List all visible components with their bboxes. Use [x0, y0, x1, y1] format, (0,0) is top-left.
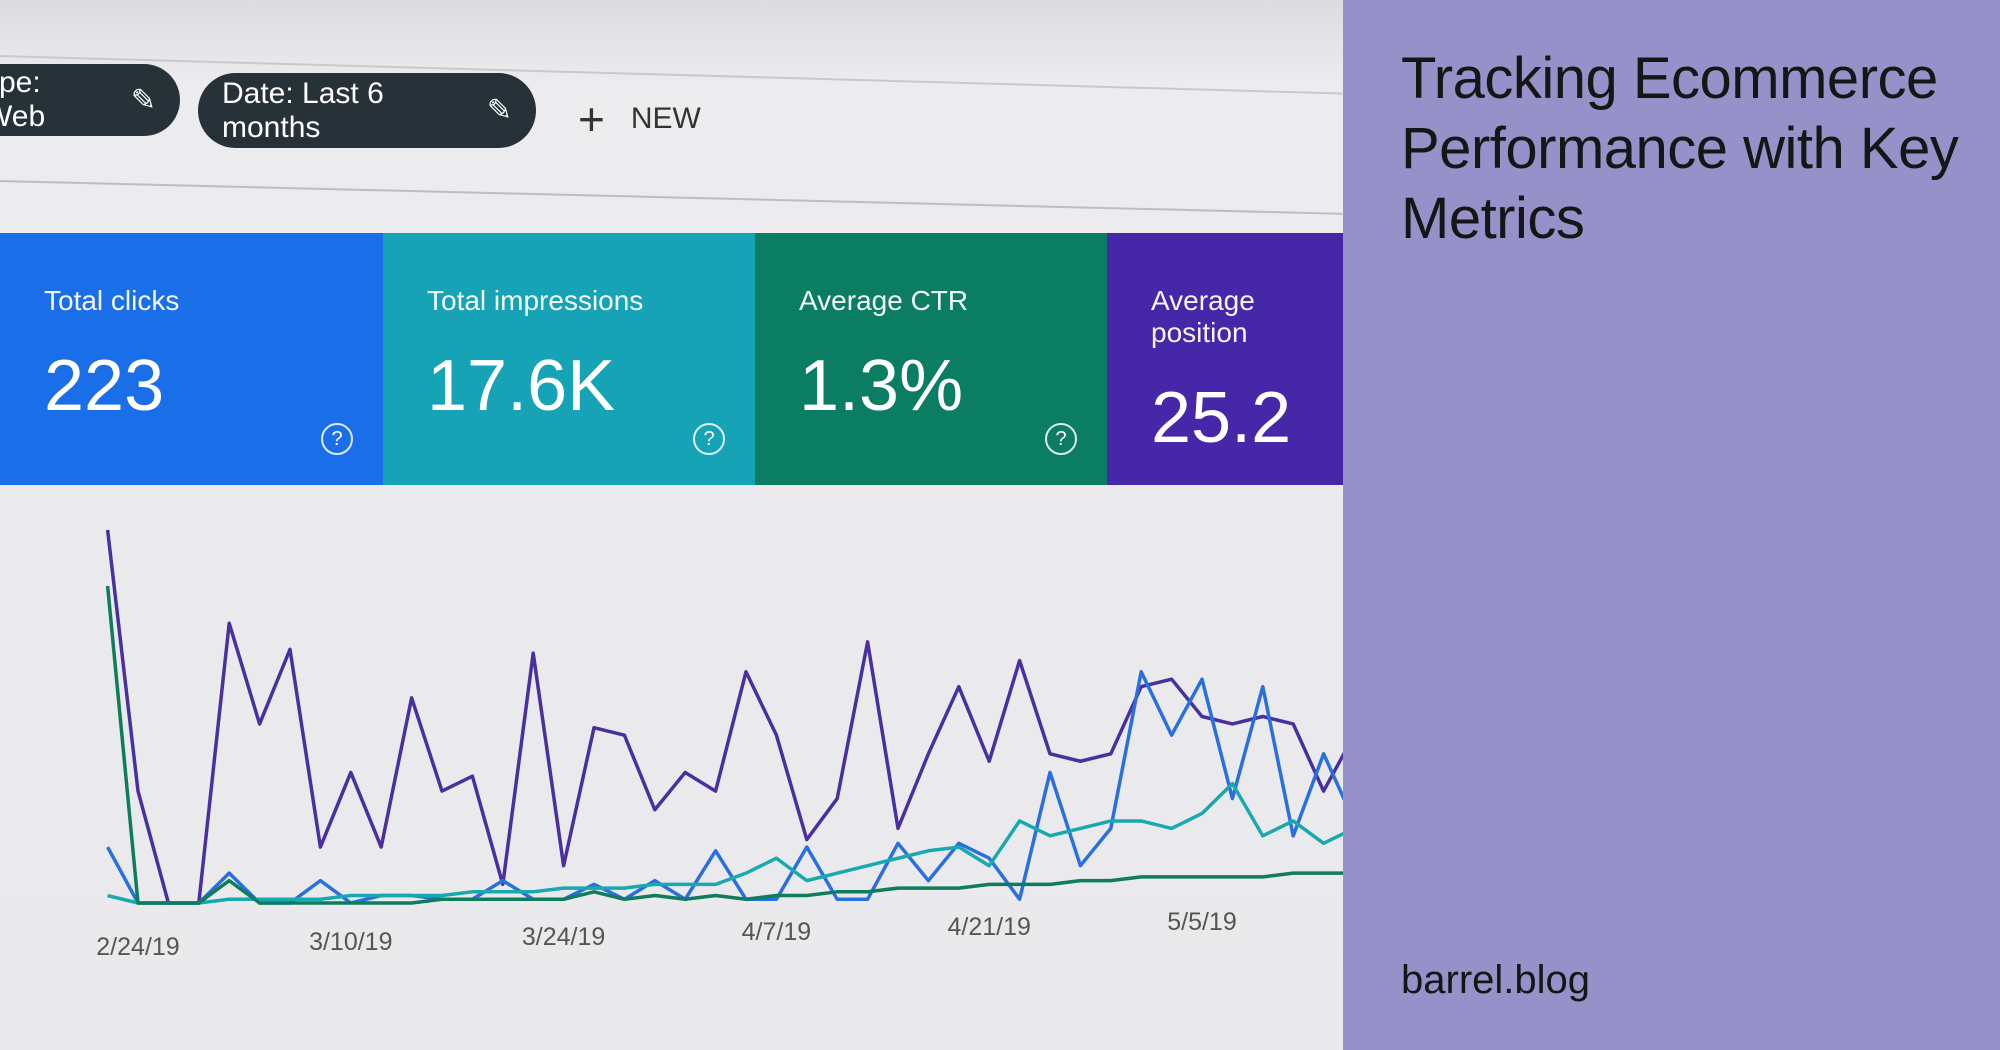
x-tick-label: 2/24/19 [96, 933, 179, 961]
help-icon[interactable]: ? [693, 423, 725, 455]
plus-icon: + [578, 93, 605, 145]
metric-label: Total clicks [44, 285, 180, 316]
metric-label: Average CTR [799, 285, 969, 316]
metric-label: Total impressions [427, 285, 644, 316]
article-title: Tracking Ecommerce Performance with Key … [1401, 46, 1959, 251]
series-line-1 [106, 669, 1343, 905]
series-line-2 [107, 781, 1343, 905]
new-filter-button[interactable]: + NEW [578, 96, 701, 142]
x-tick-label: 3/10/19 [309, 928, 392, 956]
metric-value: 17.6K [427, 346, 616, 426]
title-panel: Tracking Ecommerce Performance with Key … [1343, 0, 2000, 1050]
performance-line-chart: 2/24/19 3/10/19 3/24/19 4/7/19 4/21/19 5/5/19 [96, 529, 1343, 961]
pencil-icon[interactable]: ✎ [486, 94, 512, 127]
metric-value: 1.3% [799, 346, 964, 426]
metric-card-average-position[interactable]: Average position 25.2 [1107, 233, 1343, 485]
series-line-0 [105, 529, 1343, 905]
pencil-icon[interactable]: ✎ [130, 83, 156, 117]
help-icon[interactable]: ? [321, 423, 353, 455]
divider [0, 180, 1343, 215]
help-icon[interactable]: ? [1045, 423, 1077, 455]
filter-label: Date: Last 6 months [222, 76, 384, 144]
divider [0, 55, 1343, 95]
metric-value: 25.2 [1151, 378, 1292, 458]
metric-label: Average position [1151, 285, 1255, 348]
x-tick-label: 4/21/19 [947, 913, 1030, 941]
metric-card-total-clicks[interactable]: Total clicks 223 ? [0, 233, 383, 485]
filter-label: ype: Web [0, 66, 46, 133]
x-tick-label: 4/7/19 [742, 918, 812, 946]
dashboard-photo: ype: Web ✎ Date: Last 6 months ✎ + NEW T… [0, 0, 1343, 1050]
search-type-filter-pill[interactable]: ype: Web ✎ [0, 64, 180, 136]
metric-value: 223 [44, 346, 165, 426]
x-tick-label: 3/24/19 [522, 923, 605, 951]
site-name: barrel.blog [1401, 958, 1591, 1002]
series-line-3 [105, 585, 1343, 905]
x-tick-label: 5/5/19 [1167, 908, 1237, 936]
metric-card-average-ctr[interactable]: Average CTR 1.3% ? [755, 233, 1107, 485]
date-filter-pill[interactable]: Date: Last 6 months ✎ [198, 73, 536, 148]
metric-card-total-impressions[interactable]: Total impressions 17.6K ? [383, 233, 755, 485]
new-label: NEW [630, 102, 701, 135]
